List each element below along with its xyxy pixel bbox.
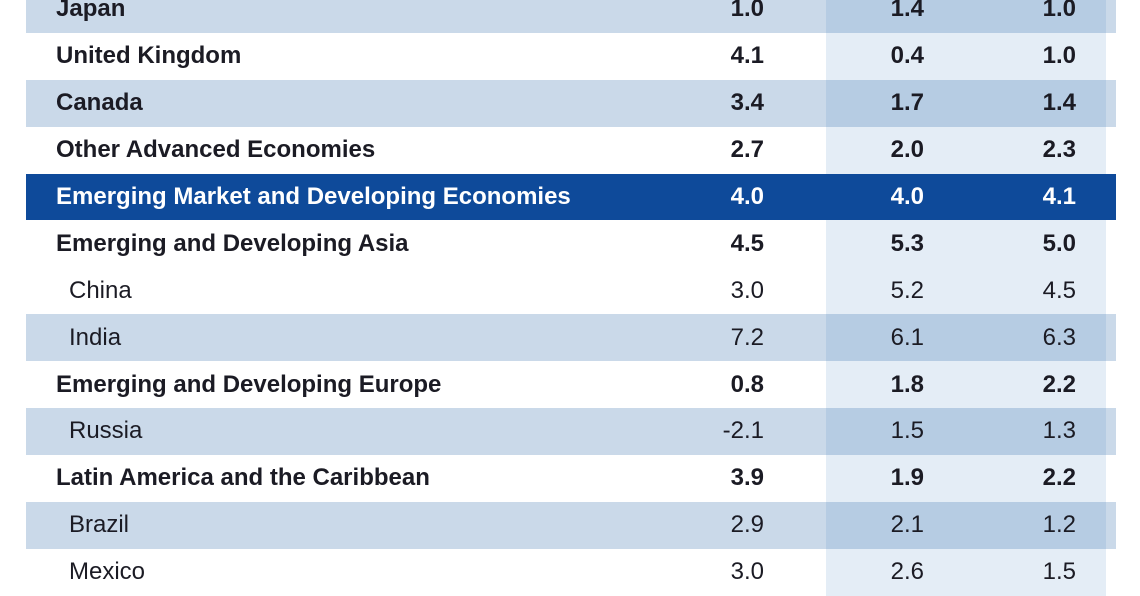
row-label: Emerging and Developing Asia [56,229,409,257]
value-col1: 3.0 [730,558,764,586]
value-col3: 1.2 [1042,511,1076,539]
value-col3: 1.0 [1042,0,1076,23]
row-label: China [69,276,132,304]
value-col1: 0.8 [730,370,764,398]
value-col2: 2.6 [890,558,924,586]
value-col3: 2.2 [1042,370,1076,398]
row-label: Mexico [69,558,146,586]
value-col2: 4.0 [890,183,924,210]
table-row-other-advanced: Other Advanced Economies 2.7 2.0 2.3 [26,126,1116,174]
row-label: India [69,323,122,351]
table-row-india: India 7.2 6.1 6.3 [26,314,1116,362]
table-row-japan: Japan 1.0 1.4 1.0 [26,0,1116,33]
table-row-emerging-asia: Emerging and Developing Asia 4.5 5.3 5.0 [26,220,1116,268]
table-row-emerging-market-highlight: Emerging Market and Developing Economies… [26,173,1116,221]
table-row-mexico: Mexico 3.0 2.6 1.5 [26,548,1116,596]
value-col3: 2.2 [1042,464,1076,492]
value-col1: 1.0 [730,0,764,23]
value-col3: 1.5 [1042,558,1076,586]
table-row-emerging-europe: Emerging and Developing Europe 0.8 1.8 2… [26,361,1116,409]
row-label: Latin America and the Caribbean [56,464,430,492]
value-col2: 1.5 [890,417,924,445]
value-col1: 4.1 [730,42,764,70]
value-col2: 5.2 [890,276,924,304]
value-col3: 4.5 [1042,276,1076,304]
row-label: Emerging and Developing Europe [56,370,442,398]
value-col2: 2.1 [890,511,924,539]
value-col2: 2.0 [890,136,924,164]
table-row-china: China 3.0 5.2 4.5 [26,267,1116,315]
growth-table: Japan 1.0 1.4 1.0 United Kingdom 4.1 0.4… [26,0,1116,596]
row-label: Russia [69,417,143,445]
value-col3: 4.1 [1042,183,1076,210]
table-row-latin-america: Latin America and the Caribbean 3.9 1.9 … [26,454,1116,502]
value-col1: 3.9 [730,464,764,492]
value-col2: 5.3 [890,229,924,257]
row-label: Brazil [69,511,130,539]
value-col1: -2.1 [722,417,764,445]
value-col2: 1.4 [890,0,924,23]
value-col3: 5.0 [1042,229,1076,257]
value-col2: 6.1 [890,323,924,351]
value-col3: 6.3 [1042,323,1076,351]
table-row-brazil: Brazil 2.9 2.1 1.2 [26,501,1116,549]
value-col1: 3.0 [730,276,764,304]
row-label: Canada [56,89,143,117]
value-col1: 2.7 [730,136,764,164]
value-col2: 1.9 [890,464,924,492]
row-label: Emerging Market and Developing Economies [56,183,571,210]
value-col3: 1.0 [1042,42,1076,70]
value-col2: 0.4 [890,42,924,70]
table-row-russia: Russia -2.1 1.5 1.3 [26,408,1116,455]
table-row-canada: Canada 3.4 1.7 1.4 [26,79,1116,127]
table-row-united-kingdom: United Kingdom 4.1 0.4 1.0 [26,32,1116,80]
value-col3: 2.3 [1042,136,1076,164]
value-col3: 1.3 [1042,417,1076,445]
row-label: Other Advanced Economies [56,136,376,164]
value-col1: 3.4 [730,89,764,117]
value-col2: 1.7 [890,89,924,117]
value-col2: 1.8 [890,370,924,398]
value-col1: 2.9 [730,511,764,539]
row-label: Japan [56,0,126,23]
value-col1: 4.5 [730,229,764,257]
value-col3: 1.4 [1042,89,1076,117]
row-label: United Kingdom [56,42,242,70]
value-col1: 4.0 [730,183,764,210]
value-col1: 7.2 [730,323,764,351]
